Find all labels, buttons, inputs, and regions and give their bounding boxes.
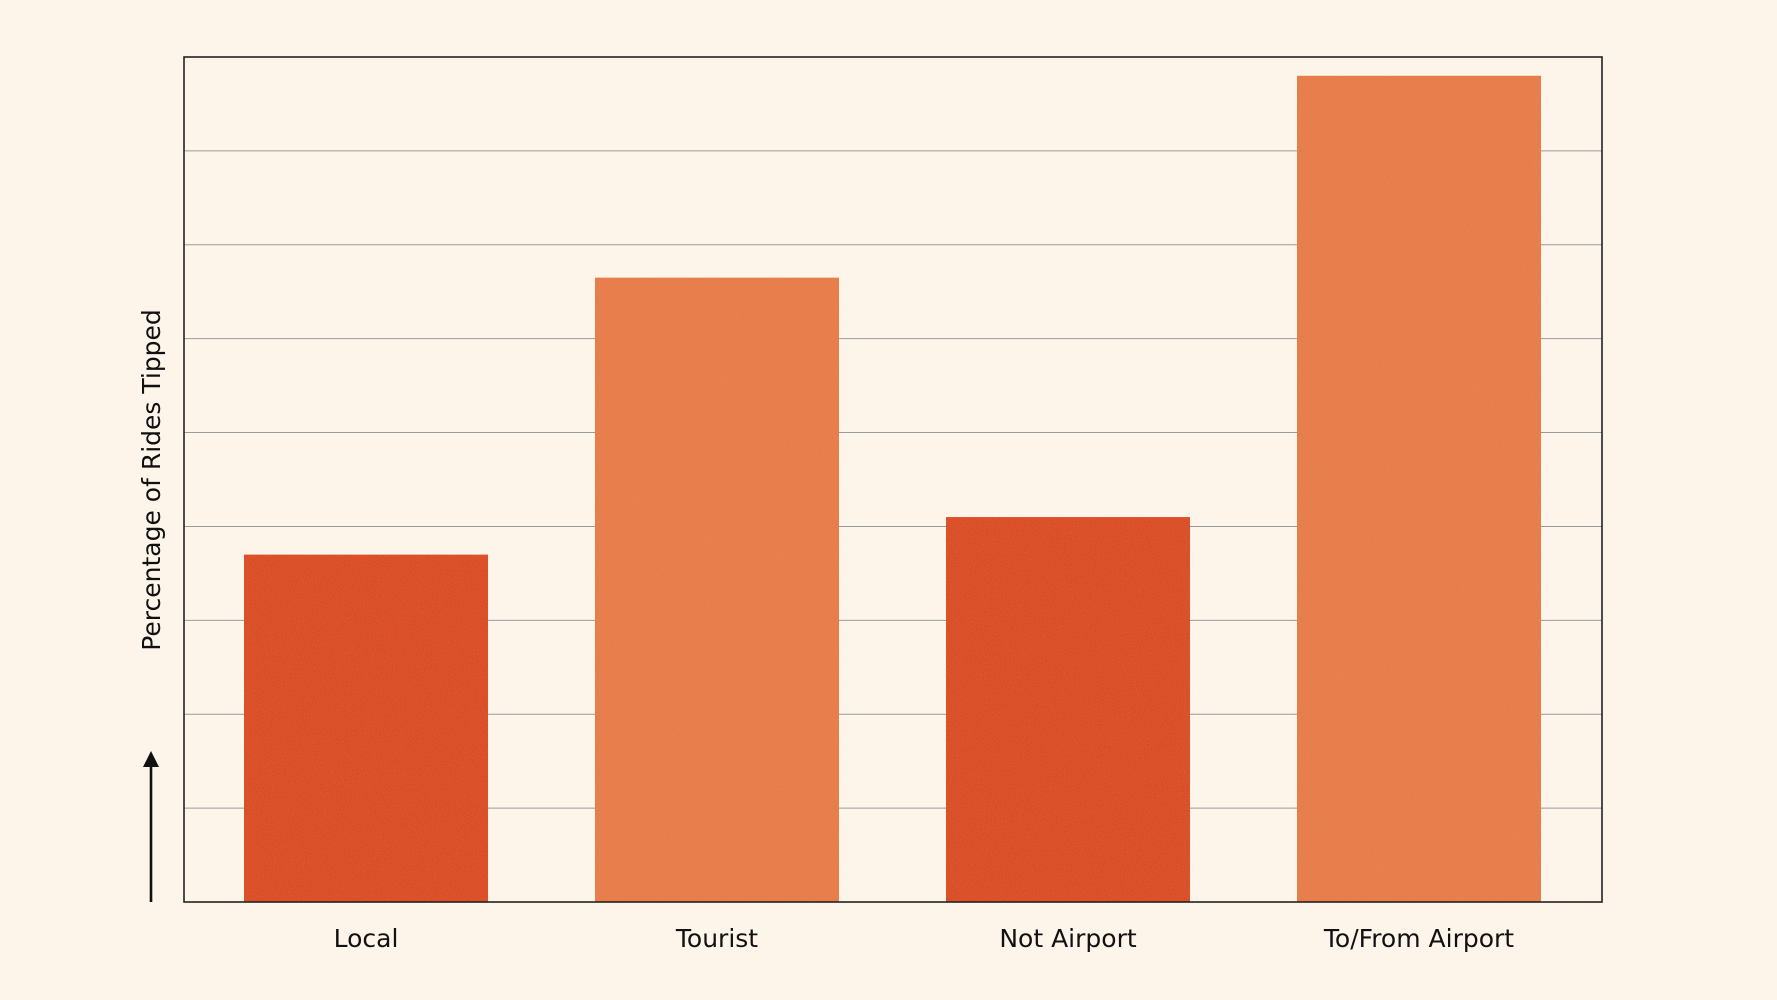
y-axis-arrow-head-icon bbox=[143, 751, 159, 767]
x-tick-label: Local bbox=[334, 924, 399, 953]
x-tick-label: To/From Airport bbox=[1323, 924, 1514, 953]
x-tick-label: Not Airport bbox=[999, 924, 1137, 953]
bar bbox=[946, 517, 1190, 902]
y-axis-title: Percentage of Rides Tipped bbox=[137, 309, 166, 651]
bars bbox=[244, 75, 1541, 903]
bar bbox=[1297, 75, 1541, 903]
bar bbox=[244, 554, 488, 902]
x-tick-labels: Local Tourist Not Airport To/From Airport bbox=[334, 924, 1515, 953]
plot-frame bbox=[183, 56, 1603, 903]
y-axis-title-group: Percentage of Rides Tipped bbox=[137, 309, 166, 902]
bar bbox=[595, 277, 839, 902]
x-tick-label: Tourist bbox=[675, 924, 758, 953]
